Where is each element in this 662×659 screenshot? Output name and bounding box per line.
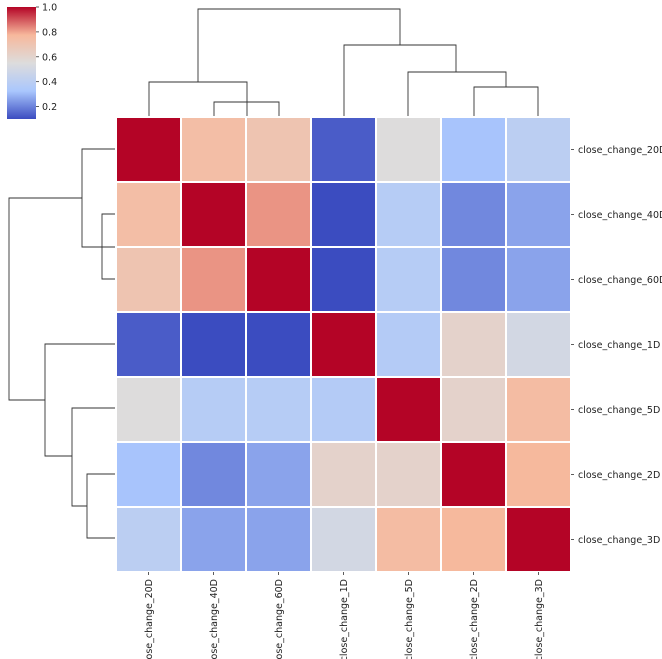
heatmap-cell xyxy=(115,181,182,248)
heatmap-cell xyxy=(180,311,247,378)
heatmap-cell xyxy=(310,376,377,443)
row-label: close_change_60D xyxy=(578,275,662,286)
heatmap-cell xyxy=(310,311,377,378)
heatmap-cell xyxy=(115,311,182,378)
heatmap-cell xyxy=(245,246,312,313)
heatmap-cell xyxy=(310,246,377,313)
row-label: close_change_3D xyxy=(578,535,660,546)
heatmap-cell xyxy=(245,181,312,248)
heatmap-cell xyxy=(310,116,377,183)
heatmap-cell xyxy=(440,246,507,313)
heatmap-cell xyxy=(180,116,247,183)
heatmap-cell xyxy=(115,116,182,183)
heatmap-cell xyxy=(115,441,182,508)
row-label: close_change_5D xyxy=(578,405,660,416)
heatmap-cell xyxy=(245,311,312,378)
heatmap-cell xyxy=(180,506,247,573)
column-label: close_change_60D xyxy=(274,579,285,659)
column-labels: close_change_20D close_change_40D close_ch… xyxy=(144,572,545,659)
heatmap-cell xyxy=(505,246,572,313)
heatmap-cell xyxy=(375,376,442,443)
colorbar-tick-label: 0.6 xyxy=(42,52,57,63)
heatmap-cell xyxy=(440,376,507,443)
heatmap-cell xyxy=(440,116,507,183)
heatmap-cell xyxy=(375,181,442,248)
heatmap-cell xyxy=(375,246,442,313)
column-label: close_change_2D xyxy=(469,579,480,659)
colorbar-tick-label: 0.8 xyxy=(42,27,57,38)
heatmap-cell xyxy=(180,246,247,313)
heatmap-cell xyxy=(505,376,572,443)
heatmap-cell xyxy=(115,246,182,313)
colorbar-tick-label: 0.4 xyxy=(42,77,57,88)
column-label: close_change_5D xyxy=(404,579,415,659)
column-label: close_change_1D xyxy=(339,579,350,659)
heatmap-cell xyxy=(505,506,572,573)
heatmap-cell xyxy=(180,441,247,508)
heatmap-cell xyxy=(115,376,182,443)
heatmap-cell xyxy=(375,116,442,183)
heatmap-cell xyxy=(440,441,507,508)
heatmap-cell xyxy=(180,181,247,248)
colorbar: 0.2 0.4 0.6 0.8 1.0 xyxy=(7,3,57,119)
heatmap-cell xyxy=(440,311,507,378)
heatmap-cell xyxy=(375,506,442,573)
row-label: close_change_1D xyxy=(578,340,660,351)
row-label: close_change_20D xyxy=(578,145,662,156)
heatmap-cell xyxy=(440,506,507,573)
heatmap-cell xyxy=(245,116,312,183)
row-dendrogram xyxy=(8,148,116,539)
heatmap-cell xyxy=(310,181,377,248)
heatmap-cell xyxy=(245,506,312,573)
column-label: close_change_3D xyxy=(534,579,545,659)
column-dendrogram xyxy=(148,8,539,117)
heatmap-cell xyxy=(310,441,377,508)
colorbar-gradient xyxy=(7,7,36,119)
heatmap-cell xyxy=(505,116,572,183)
colorbar-tick-label: 0.2 xyxy=(42,102,57,113)
row-label: close_change_2D xyxy=(578,470,660,481)
heatmap-cell xyxy=(245,376,312,443)
heatmap-cell xyxy=(180,376,247,443)
colorbar-tick-label: 1.0 xyxy=(42,3,57,14)
row-label: close_change_40D xyxy=(578,210,662,221)
heatmap-cell xyxy=(505,441,572,508)
heatmap-cell xyxy=(245,441,312,508)
heatmap-cell xyxy=(310,506,377,573)
heatmap-cell xyxy=(505,311,572,378)
heatmap-cell xyxy=(375,311,442,378)
heatmap-cell xyxy=(375,441,442,508)
heatmap-grid xyxy=(115,116,572,573)
heatmap-cell xyxy=(115,506,182,573)
column-label: close_change_20D xyxy=(144,579,155,659)
heatmap-cell xyxy=(440,181,507,248)
column-label: close_change_40D xyxy=(209,579,220,659)
heatmap-cell xyxy=(505,181,572,248)
row-labels: close_change_20D close_change_40D close_ch… xyxy=(571,145,662,546)
